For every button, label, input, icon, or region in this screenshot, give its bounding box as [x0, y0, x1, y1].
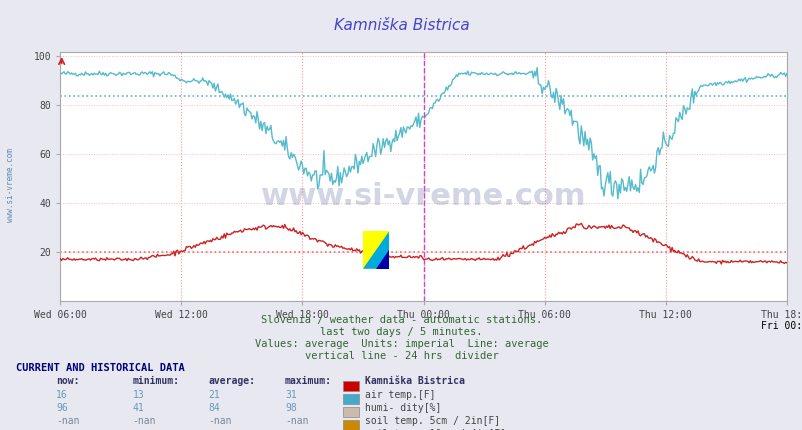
Text: www.si-vreme.com: www.si-vreme.com [261, 182, 585, 211]
Text: 21: 21 [209, 390, 221, 400]
Text: now:: now: [56, 376, 79, 386]
Polygon shape [375, 250, 389, 269]
Text: 98: 98 [285, 403, 297, 413]
Text: -nan: -nan [209, 416, 232, 426]
Text: Slovenia / weather data - automatic stations.: Slovenia / weather data - automatic stat… [261, 315, 541, 325]
Text: -nan: -nan [132, 429, 156, 430]
Text: 96: 96 [56, 403, 68, 413]
Text: -nan: -nan [56, 429, 79, 430]
Polygon shape [363, 231, 389, 269]
Text: -nan: -nan [285, 416, 308, 426]
Text: Kamniška Bistrica: Kamniška Bistrica [333, 18, 469, 33]
Text: soil temp. 5cm / 2in[F]: soil temp. 5cm / 2in[F] [365, 416, 500, 426]
Text: www.si-vreme.com: www.si-vreme.com [6, 148, 15, 222]
Text: Fri 00:00: Fri 00:00 [759, 321, 802, 331]
Text: soil temp. 10cm / 4in[F]: soil temp. 10cm / 4in[F] [365, 429, 506, 430]
Text: -nan: -nan [56, 416, 79, 426]
Text: -nan: -nan [132, 416, 156, 426]
Text: CURRENT AND HISTORICAL DATA: CURRENT AND HISTORICAL DATA [16, 363, 184, 373]
Text: -nan: -nan [285, 429, 308, 430]
Text: 16: 16 [56, 390, 68, 400]
Text: 31: 31 [285, 390, 297, 400]
Text: Kamniška Bistrica: Kamniška Bistrica [365, 376, 464, 386]
Text: vertical line - 24 hrs  divider: vertical line - 24 hrs divider [304, 351, 498, 361]
Text: minimum:: minimum: [132, 376, 180, 386]
Text: Values: average  Units: imperial  Line: average: Values: average Units: imperial Line: av… [254, 339, 548, 349]
Text: maximum:: maximum: [285, 376, 332, 386]
Text: last two days / 5 minutes.: last two days / 5 minutes. [320, 327, 482, 337]
Text: air temp.[F]: air temp.[F] [365, 390, 435, 400]
Text: 13: 13 [132, 390, 144, 400]
Text: average:: average: [209, 376, 256, 386]
Text: humi- dity[%]: humi- dity[%] [365, 403, 441, 413]
Text: -nan: -nan [209, 429, 232, 430]
Text: 84: 84 [209, 403, 221, 413]
Text: 41: 41 [132, 403, 144, 413]
